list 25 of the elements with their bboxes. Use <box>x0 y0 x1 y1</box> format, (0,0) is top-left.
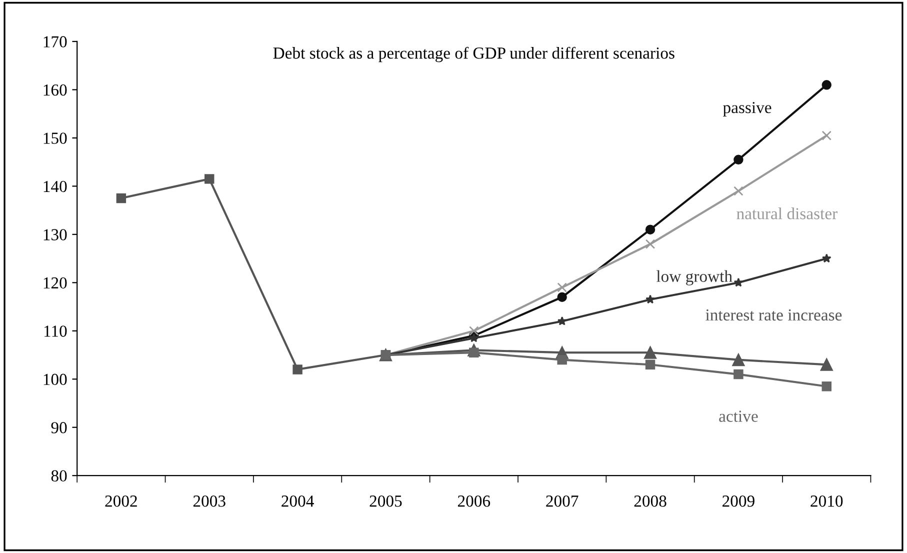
y-tick-label: 90 <box>51 422 67 434</box>
y-tick-label: 170 <box>44 36 67 48</box>
text: active <box>719 410 758 422</box>
y-tick-label: 80 <box>51 470 67 482</box>
y-tick-label: 120 <box>44 277 67 289</box>
x-tick-label: 2009 <box>722 496 754 507</box>
text: interest rate increase <box>706 309 842 321</box>
y-tick-label: 100 <box>44 374 67 386</box>
y-tick-label: 130 <box>44 229 67 240</box>
x-tick-label: 2004 <box>282 496 314 507</box>
series-label: natural disaster <box>736 208 838 220</box>
x-tick-label: 2008 <box>634 496 666 507</box>
x-tick-label: 2010 <box>810 496 843 507</box>
y-tick-label: 160 <box>44 84 67 96</box>
x-tick-label: 2003 <box>193 496 226 507</box>
x-tick-label: 2005 <box>370 496 402 507</box>
y-tick-label: 110 <box>44 326 67 337</box>
y-tick-label: 140 <box>44 180 67 192</box>
x-tick-label: 2006 <box>458 496 490 507</box>
series-label: low growth <box>656 270 732 286</box>
x-tick-label: 2002 <box>105 496 137 507</box>
x-tick-label: 2007 <box>546 496 578 507</box>
series-label: passive <box>723 102 772 117</box>
chart-title: Debt stock as a percentage of GDP under different scenarios <box>273 46 674 62</box>
y-tick-label: 150 <box>44 132 67 144</box>
